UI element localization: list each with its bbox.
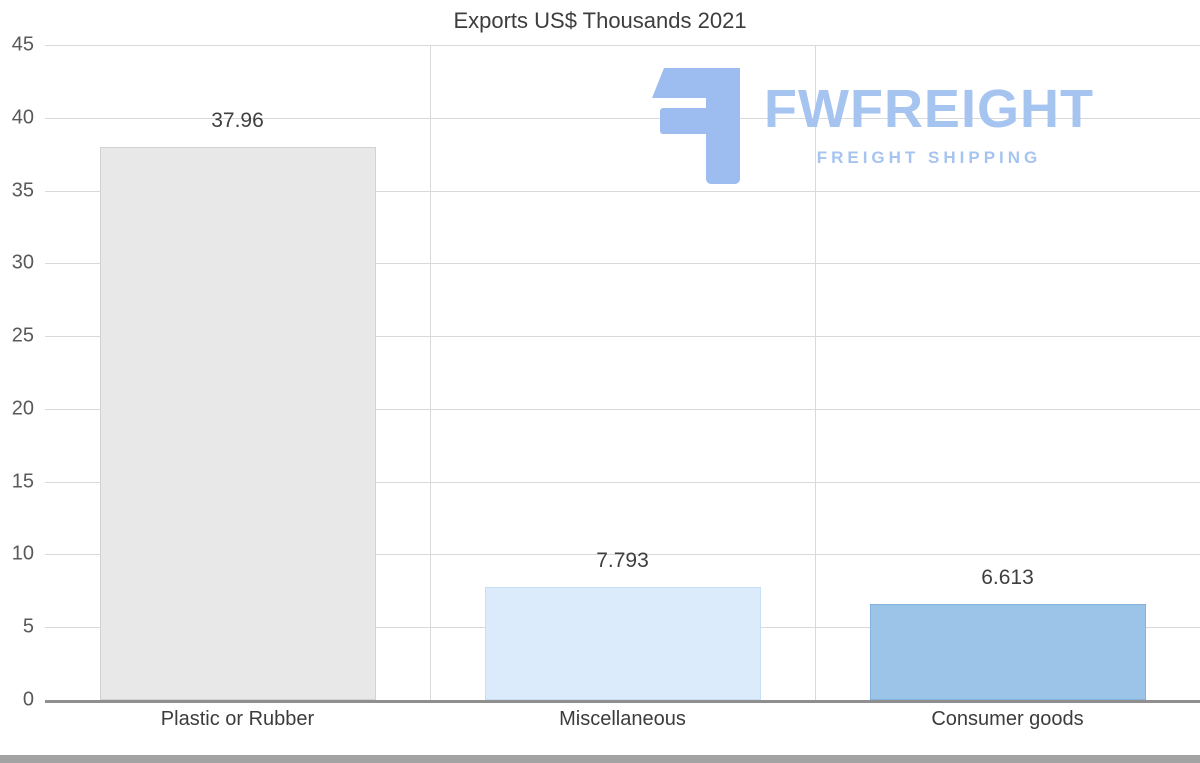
h-gridline xyxy=(45,45,1200,46)
y-tick-label: 25 xyxy=(11,324,34,347)
x-category-label: Plastic or Rubber xyxy=(160,708,315,730)
watermark-tagline: FREIGHT SHIPPING xyxy=(816,148,1042,167)
h-gridline xyxy=(45,117,1200,119)
bar-value-label: 6.613 xyxy=(981,565,1034,589)
h-gridline xyxy=(45,190,1200,192)
watermark-text: FWFREIGHT FREIGHT SHIPPING xyxy=(764,64,1094,168)
h-gridline xyxy=(45,408,1200,410)
watermark: FWFREIGHT FREIGHT SHIPPING xyxy=(646,64,1094,184)
plot-area: 37.96 7.793 6.613 xyxy=(45,45,1200,703)
y-tick-label: 35 xyxy=(11,179,34,202)
v-gridline xyxy=(430,45,431,700)
chart-title: Exports US$ Thousands 2021 xyxy=(453,8,747,33)
h-gridline xyxy=(45,263,1200,265)
y-tick-label: 20 xyxy=(11,397,34,420)
h-gridline xyxy=(45,481,1200,483)
y-tick-label: 15 xyxy=(11,470,34,493)
y-tick-label: 10 xyxy=(11,542,34,565)
y-tick-label: 30 xyxy=(11,251,34,274)
bar-miscellaneous xyxy=(484,586,761,700)
y-tick-label: 5 xyxy=(22,615,34,638)
fwfreight-logo-icon xyxy=(652,68,740,184)
x-category-label: Consumer goods xyxy=(931,708,1084,730)
x-category-label: Miscellaneous xyxy=(559,708,686,730)
h-gridline xyxy=(45,554,1200,556)
bar-consumer-goods xyxy=(869,603,1146,700)
h-gridline xyxy=(45,336,1200,338)
v-gridline xyxy=(815,45,816,700)
y-tick-label: 0 xyxy=(22,688,34,711)
bottom-bar xyxy=(0,755,1200,763)
bar-plastic-or-rubber xyxy=(99,147,376,700)
bar-value-label: 37.96 xyxy=(211,109,264,133)
watermark-brand: FWFREIGHT xyxy=(764,79,1094,139)
y-tick-label: 45 xyxy=(11,33,34,56)
bar-value-label: 7.793 xyxy=(596,548,649,572)
y-tick-label: 40 xyxy=(11,106,34,129)
